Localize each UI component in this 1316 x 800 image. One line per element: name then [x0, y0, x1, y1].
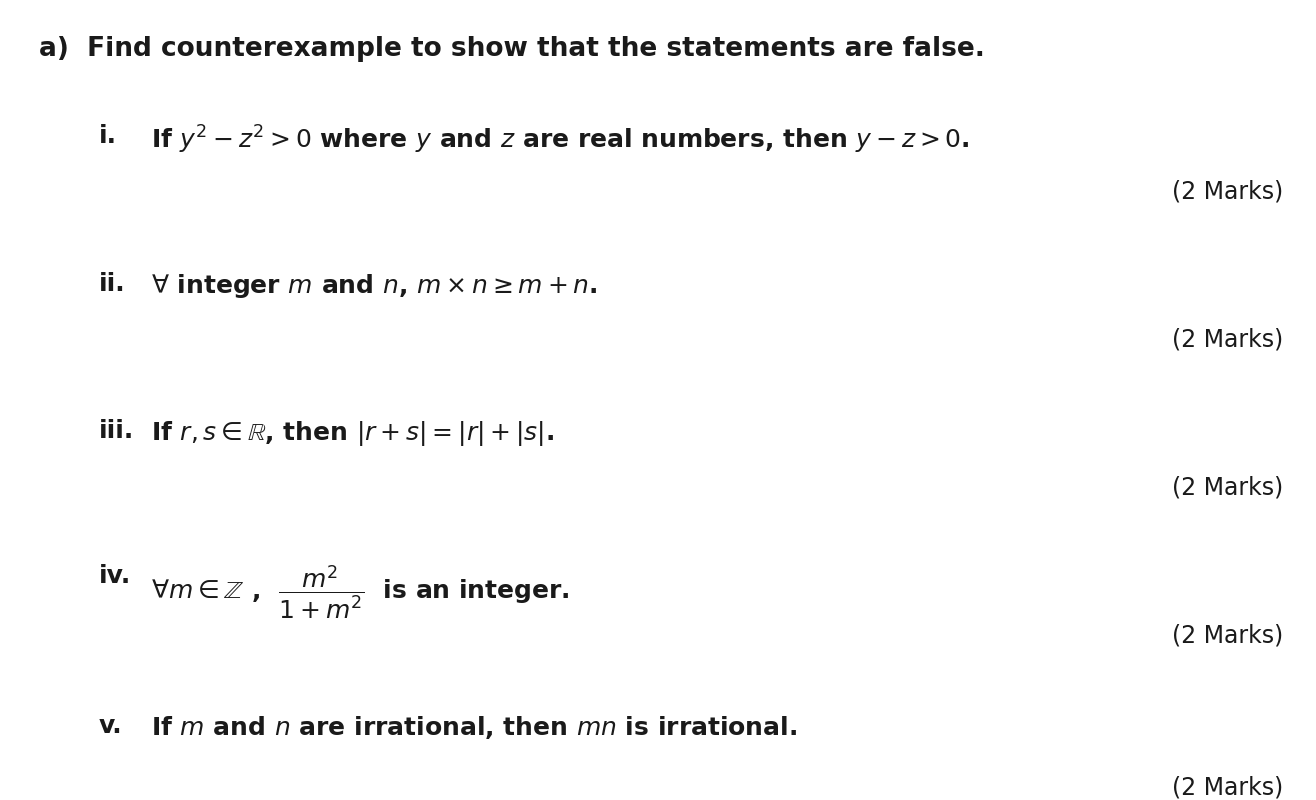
Text: If $y^2 - z^2 > 0$ where $y$ and $z$ are real numbers, then $y - z > 0$.: If $y^2 - z^2 > 0$ where $y$ and $z$ are… — [151, 124, 970, 156]
Text: (2 Marks): (2 Marks) — [1171, 776, 1283, 800]
Text: (2 Marks): (2 Marks) — [1171, 624, 1283, 648]
Text: a)  Find counterexample to show that the statements are false.: a) Find counterexample to show that the … — [39, 36, 986, 62]
Text: i.: i. — [99, 124, 117, 148]
Text: $\forall m \in \mathbb{Z}$ ,  $\dfrac{m^2}{1+m^2}$  is an integer.: $\forall m \in \mathbb{Z}$ , $\dfrac{m^2… — [151, 564, 570, 622]
Text: (2 Marks): (2 Marks) — [1171, 328, 1283, 352]
Text: iv.: iv. — [99, 564, 132, 588]
Text: If $m$ and $n$ are irrational, then $mn$ is irrational.: If $m$ and $n$ are irrational, then $mn$… — [151, 714, 797, 741]
Text: iii.: iii. — [99, 419, 134, 443]
Text: (2 Marks): (2 Marks) — [1171, 180, 1283, 204]
Text: $\forall$ integer $m$ and $n$, $m \times n \geq m + n$.: $\forall$ integer $m$ and $n$, $m \times… — [151, 272, 597, 300]
Text: If $r, s \in \mathbb{R}$, then $|r + s| = |r| + |s|$.: If $r, s \in \mathbb{R}$, then $|r + s| … — [151, 419, 554, 448]
Text: (2 Marks): (2 Marks) — [1171, 475, 1283, 499]
Text: ii.: ii. — [99, 272, 125, 296]
Text: v.: v. — [99, 714, 122, 738]
